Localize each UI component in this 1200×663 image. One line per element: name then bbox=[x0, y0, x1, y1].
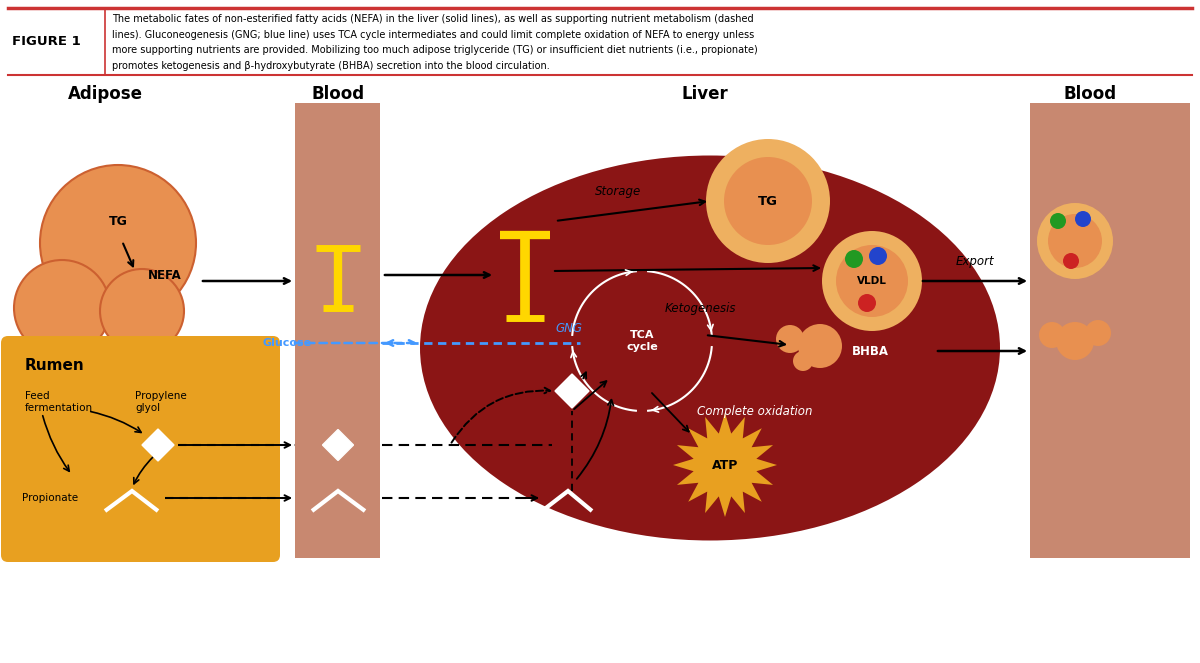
Circle shape bbox=[706, 139, 830, 263]
Circle shape bbox=[40, 165, 196, 321]
Circle shape bbox=[1063, 253, 1079, 269]
Circle shape bbox=[1048, 214, 1102, 268]
Circle shape bbox=[776, 325, 804, 353]
Text: ATP: ATP bbox=[712, 459, 738, 471]
Text: TG: TG bbox=[108, 215, 127, 227]
Text: Complete oxidation: Complete oxidation bbox=[697, 404, 812, 418]
Polygon shape bbox=[673, 413, 778, 517]
Circle shape bbox=[1039, 322, 1066, 348]
Circle shape bbox=[1037, 203, 1114, 279]
Polygon shape bbox=[323, 430, 354, 461]
Text: Export: Export bbox=[955, 255, 995, 268]
Text: promotes ketogenesis and β-hydroxybutyrate (BHBA) secretion into the blood circu: promotes ketogenesis and β-hydroxybutyra… bbox=[112, 60, 550, 70]
Ellipse shape bbox=[420, 156, 1000, 540]
Bar bbox=[1030, 103, 1190, 558]
Circle shape bbox=[836, 245, 908, 317]
Circle shape bbox=[1050, 213, 1066, 229]
Text: VLDL: VLDL bbox=[857, 276, 887, 286]
Circle shape bbox=[1056, 322, 1094, 360]
Text: TG: TG bbox=[758, 194, 778, 208]
Polygon shape bbox=[554, 374, 589, 408]
Text: BHBA: BHBA bbox=[852, 345, 889, 357]
Text: more supporting nutrients are provided. Mobilizing too much adipose triglyceride: more supporting nutrients are provided. … bbox=[112, 45, 757, 55]
Text: GNG: GNG bbox=[554, 322, 582, 335]
Text: Rumen: Rumen bbox=[25, 358, 85, 373]
Circle shape bbox=[1075, 211, 1091, 227]
Text: Blood: Blood bbox=[312, 85, 365, 103]
Circle shape bbox=[724, 157, 812, 245]
Text: Liver: Liver bbox=[682, 85, 728, 103]
Bar bbox=[295, 103, 380, 558]
Text: Propylene
glyol: Propylene glyol bbox=[134, 391, 187, 412]
FancyBboxPatch shape bbox=[1, 336, 280, 562]
Circle shape bbox=[845, 250, 863, 268]
Text: The metabolic fates of non-esterified fatty acids (NEFA) in the liver (solid lin: The metabolic fates of non-esterified fa… bbox=[112, 14, 754, 24]
Circle shape bbox=[798, 324, 842, 368]
Circle shape bbox=[100, 269, 184, 353]
Circle shape bbox=[822, 231, 922, 331]
Text: FIGURE 1: FIGURE 1 bbox=[12, 35, 80, 48]
Text: lines). Gluconeogenesis (GNG; blue line) uses TCA cycle intermediates and could : lines). Gluconeogenesis (GNG; blue line)… bbox=[112, 29, 755, 40]
Text: Adipose: Adipose bbox=[67, 85, 143, 103]
Text: TCA
cycle: TCA cycle bbox=[626, 330, 658, 352]
Text: NEFA: NEFA bbox=[148, 269, 181, 282]
Text: Ketogenesis: Ketogenesis bbox=[665, 302, 736, 314]
Circle shape bbox=[14, 260, 110, 356]
Polygon shape bbox=[142, 429, 174, 461]
Text: Propionate: Propionate bbox=[22, 493, 78, 503]
Circle shape bbox=[793, 351, 814, 371]
Circle shape bbox=[858, 294, 876, 312]
Text: Storage: Storage bbox=[595, 185, 641, 198]
Text: Glucose: Glucose bbox=[263, 338, 312, 348]
Circle shape bbox=[869, 247, 887, 265]
Text: Feed
fermentation: Feed fermentation bbox=[25, 391, 94, 412]
Text: Blood: Blood bbox=[1063, 85, 1116, 103]
Circle shape bbox=[1085, 320, 1111, 346]
